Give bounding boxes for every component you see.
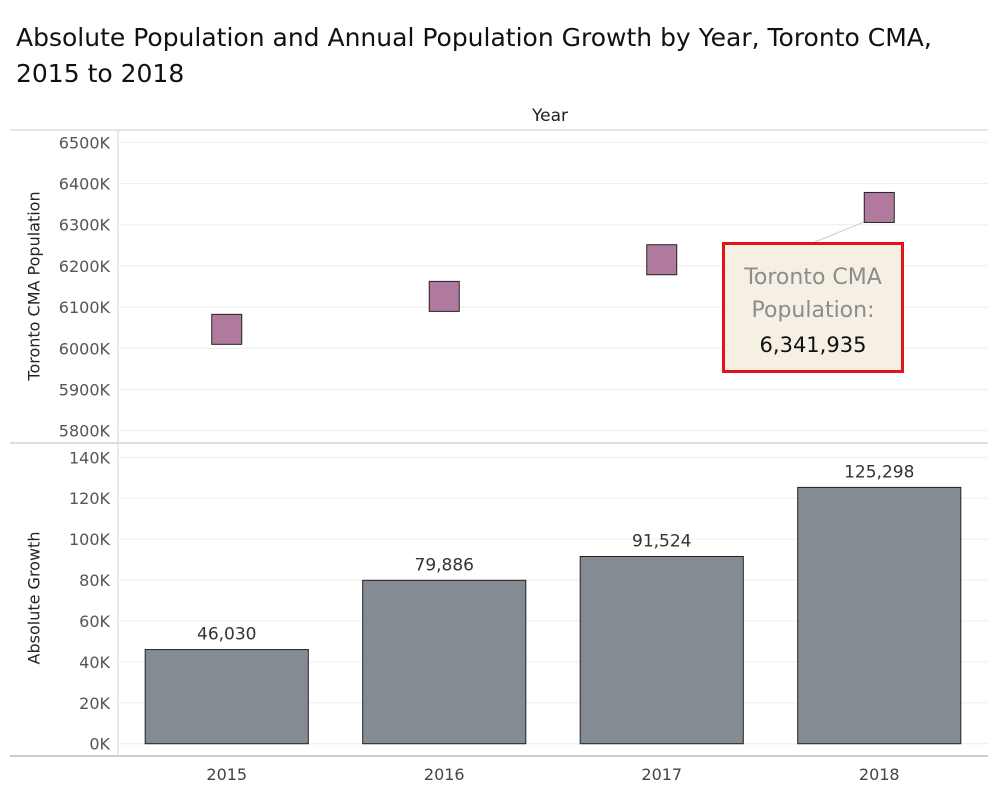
- population-marker: [211, 313, 243, 345]
- population-tick-label: 6000K: [59, 339, 111, 358]
- growth-bar: [797, 486, 962, 745]
- population-tick-label: 5900K: [59, 380, 111, 399]
- chart-title: Absolute Population and Annual Populatio…: [16, 23, 932, 88]
- growth-tick-label: 60K: [79, 612, 110, 631]
- tooltip-value: 6,341,935: [759, 333, 867, 357]
- year-tick-label: 2018: [859, 765, 900, 784]
- growth-bar-value-label: 91,524: [632, 531, 691, 551]
- growth-tick-label: 40K: [79, 653, 110, 672]
- growth-bar-value-label: 79,886: [415, 555, 474, 575]
- growth-tick-label: 80K: [79, 571, 110, 590]
- growth-tick-label: 20K: [79, 694, 110, 713]
- year-tick-label: 2017: [641, 765, 682, 784]
- tooltip-leader-line: [814, 220, 866, 243]
- growth-bar: [362, 579, 527, 745]
- year-tick-label: 2015: [206, 765, 247, 784]
- year-tick-label: 2016: [424, 765, 465, 784]
- growth-tick-label: 0K: [89, 735, 110, 754]
- tooltip-label: Toronto CMA Population:: [744, 265, 882, 323]
- population-tick-label: 5800K: [59, 422, 111, 441]
- population-tick-label: 6100K: [59, 298, 111, 317]
- growth-bar-value-label: 46,030: [197, 625, 256, 645]
- growth-bar: [579, 555, 744, 745]
- growth-tick-label: 140K: [69, 448, 111, 467]
- population-marker: [863, 191, 895, 223]
- year-column-header: Year: [532, 106, 568, 126]
- population-tick-label: 6200K: [59, 257, 111, 276]
- population-marker: [428, 280, 460, 312]
- growth-bar-value-label: 125,298: [844, 462, 914, 482]
- growth-tick-label: 100K: [69, 530, 111, 549]
- population-tooltip: Toronto CMA Population: 6,341,935: [722, 242, 904, 373]
- population-tick-label: 6400K: [59, 175, 111, 194]
- growth-bar: [144, 649, 309, 745]
- population-tick-label: 6300K: [59, 216, 111, 235]
- population-marker: [646, 244, 678, 276]
- growth-tick-label: 120K: [69, 489, 111, 508]
- population-tick-label: 6500K: [59, 133, 111, 152]
